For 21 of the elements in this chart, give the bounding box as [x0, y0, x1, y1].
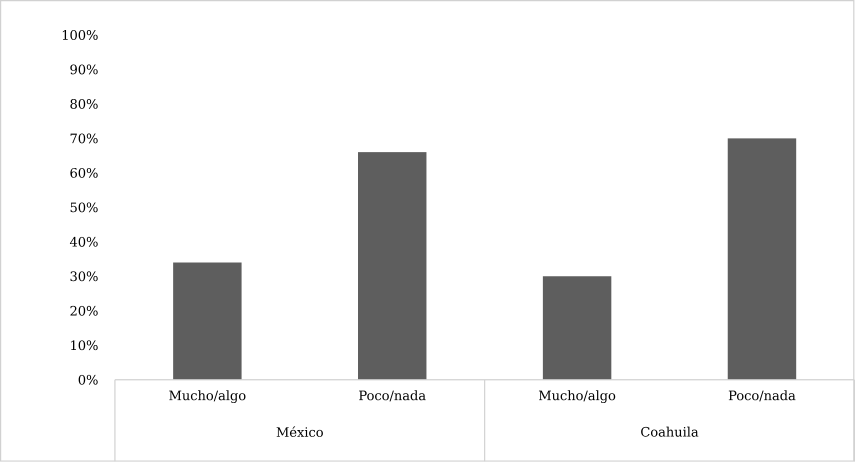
bar — [173, 262, 242, 380]
bar — [358, 152, 426, 380]
text: México — [276, 426, 323, 437]
x-tick-label: Poco/nada — [728, 390, 796, 402]
bar — [542, 276, 612, 380]
y-tick-label: 50% — [70, 202, 98, 212]
y-tick-label: 30% — [70, 271, 98, 282]
y-tick-label: 10% — [71, 340, 98, 350]
y-tick-label: 20% — [70, 306, 98, 316]
bar — [728, 138, 796, 380]
text: Coahuila — [641, 426, 698, 437]
y-tick-label: 40% — [70, 236, 98, 247]
y-tick-label: 90% — [70, 64, 98, 74]
y-tick-label: 70% — [70, 133, 98, 144]
y-tick-label: 100% — [62, 30, 98, 40]
x-tick-label: Mucho/algo — [538, 390, 616, 403]
y-tick-label: 80% — [70, 98, 98, 109]
y-tick-label: 60% — [70, 168, 98, 178]
x-tick-label: Mucho/algo — [169, 390, 246, 403]
x-tick-label: Poco/nada — [359, 390, 426, 402]
y-tick-label: 0% — [78, 374, 98, 385]
